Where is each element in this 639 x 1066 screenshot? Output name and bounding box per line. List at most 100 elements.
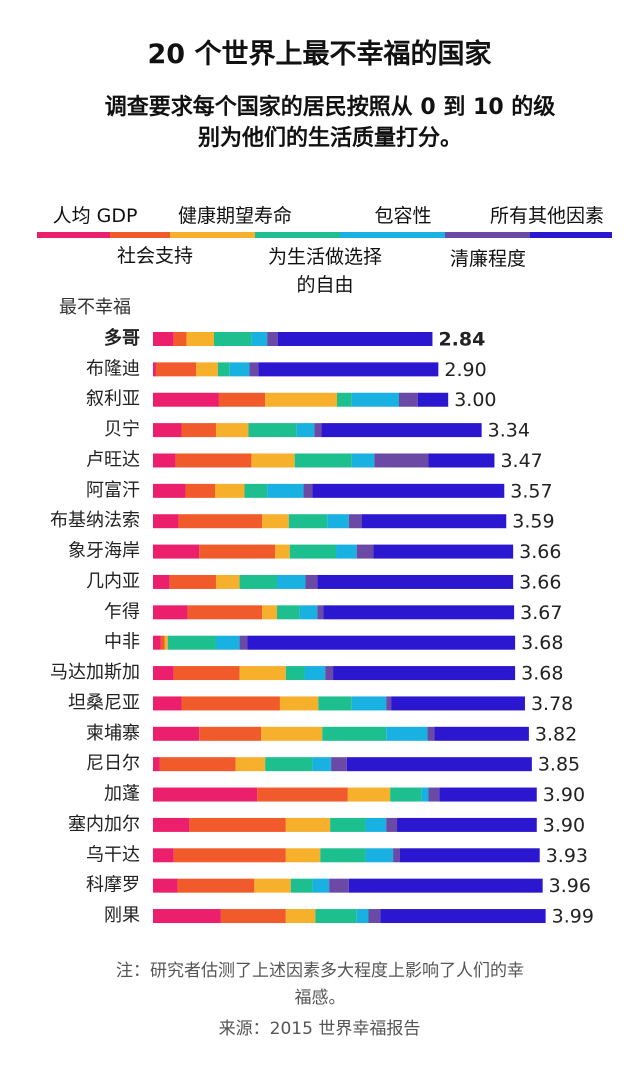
bar-segment bbox=[265, 392, 338, 407]
total-label: 3.00 bbox=[454, 389, 496, 411]
bar-segment bbox=[239, 666, 286, 681]
bar-segment bbox=[428, 787, 440, 802]
total-label: 3.82 bbox=[535, 723, 577, 745]
category-label: 坦桑尼亚 bbox=[68, 692, 140, 713]
bar-segment bbox=[214, 483, 245, 498]
bar-segment bbox=[391, 696, 525, 711]
bar-segment bbox=[251, 332, 268, 346]
bar-segment bbox=[356, 909, 369, 924]
bar-segment bbox=[218, 392, 266, 407]
legend-label: 包容性 bbox=[374, 205, 432, 227]
bar-segment bbox=[305, 574, 318, 589]
bar-segment bbox=[315, 909, 357, 924]
bar-segment bbox=[262, 605, 277, 620]
bar-segment bbox=[173, 666, 240, 681]
bar-segment bbox=[239, 574, 277, 589]
bar-segment bbox=[439, 787, 537, 802]
bar-segment bbox=[220, 909, 286, 924]
bar-segment bbox=[417, 392, 449, 407]
category-label: 尼日尔 bbox=[86, 753, 140, 774]
bar-segment bbox=[178, 514, 263, 529]
bar-segment bbox=[153, 544, 200, 559]
category-label: 布基纳法索 bbox=[50, 510, 140, 531]
bar-segment bbox=[373, 544, 514, 559]
bar-segment bbox=[153, 878, 178, 893]
bar-segment bbox=[169, 574, 216, 589]
category-label: 多哥 bbox=[104, 327, 140, 349]
axis-label: 最不幸福 bbox=[59, 297, 131, 318]
category-label: 刚果 bbox=[104, 905, 140, 926]
legend-label: 清廉程度 bbox=[449, 248, 526, 270]
bar-segment bbox=[347, 787, 391, 802]
legend-swatch bbox=[110, 232, 170, 238]
bar-segment bbox=[427, 726, 435, 741]
bar-segment bbox=[351, 696, 387, 711]
category-label: 塞内加尔 bbox=[68, 814, 140, 835]
bar-segment bbox=[348, 878, 543, 893]
bar-segment bbox=[314, 423, 322, 438]
bar-segment bbox=[346, 757, 532, 772]
bar-segment bbox=[262, 514, 289, 529]
bar-segment bbox=[397, 817, 537, 832]
bar-segment bbox=[214, 332, 252, 346]
bar-segment bbox=[153, 696, 182, 711]
bar-segment bbox=[215, 423, 249, 438]
bar-segment bbox=[380, 909, 546, 924]
bar-segment bbox=[153, 757, 160, 772]
bar-segment bbox=[235, 757, 266, 772]
total-label: 3.47 bbox=[500, 450, 542, 472]
bar-segment bbox=[153, 423, 182, 438]
bar-segment bbox=[153, 848, 174, 863]
bar-segment bbox=[153, 392, 219, 407]
bar-segment bbox=[303, 483, 313, 498]
bar-segment bbox=[153, 909, 221, 924]
bar-segment bbox=[289, 544, 337, 559]
total-label: 3.68 bbox=[521, 632, 563, 654]
total-label: 3.90 bbox=[543, 784, 585, 806]
category-label: 科摩罗 bbox=[86, 875, 140, 896]
bar-segment bbox=[181, 423, 216, 438]
bar-segment bbox=[199, 726, 262, 741]
bar-segment bbox=[249, 362, 259, 377]
bar-segment bbox=[428, 453, 495, 468]
total-label: 3.34 bbox=[488, 420, 530, 442]
bar-segment bbox=[189, 817, 286, 832]
bar-segment bbox=[153, 726, 200, 741]
bar-segment bbox=[155, 362, 197, 377]
bar-segment bbox=[320, 848, 366, 863]
bar-segment bbox=[365, 817, 387, 832]
bar-segment bbox=[159, 757, 236, 772]
bar-segment bbox=[153, 635, 161, 650]
bar-segment bbox=[386, 696, 392, 711]
bar-segment bbox=[336, 544, 357, 559]
category-label: 象牙海岸 bbox=[68, 541, 140, 562]
bar-segment bbox=[173, 848, 286, 863]
note: 注：研究者估测了上述因素多大程度上影响了人们的幸福感。 bbox=[116, 961, 524, 1008]
bar-segment bbox=[290, 878, 313, 893]
bar-segment bbox=[351, 453, 375, 468]
source: 来源：2015 世界幸福报告 bbox=[218, 1019, 421, 1039]
bar-segment bbox=[325, 666, 334, 681]
total-label: 3.96 bbox=[549, 875, 591, 897]
bar-segment bbox=[173, 332, 187, 346]
bar-segment bbox=[267, 332, 278, 346]
bar-segment bbox=[304, 666, 326, 681]
bar-segment bbox=[276, 574, 306, 589]
total-label: 3.93 bbox=[546, 845, 588, 867]
total-label: 3.67 bbox=[520, 602, 562, 624]
bar-segment bbox=[153, 666, 174, 681]
bar-segment bbox=[175, 453, 252, 468]
bar-segment bbox=[248, 423, 297, 438]
bar-segment bbox=[323, 605, 515, 620]
category-label: 乍得 bbox=[104, 601, 140, 622]
bar-segment bbox=[294, 453, 352, 468]
bar-segment bbox=[153, 787, 258, 802]
bar-segment bbox=[177, 878, 255, 893]
bar-segment bbox=[199, 544, 276, 559]
category-label: 阿富汗 bbox=[86, 480, 140, 501]
bar-segment bbox=[351, 392, 399, 407]
bar-segment bbox=[153, 605, 188, 620]
bar-segment bbox=[285, 666, 305, 681]
